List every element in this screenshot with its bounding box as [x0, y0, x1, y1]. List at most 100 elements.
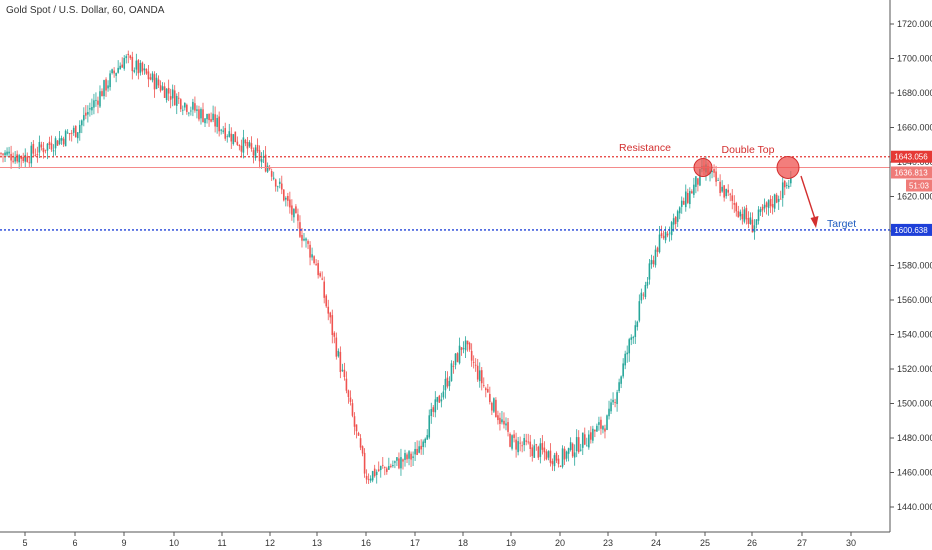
- candle-down: [240, 145, 243, 152]
- candle-up: [99, 91, 101, 107]
- candle-down: [307, 241, 309, 244]
- candle-down: [460, 347, 463, 351]
- candle-up: [680, 200, 683, 207]
- candle-down: [507, 422, 509, 432]
- candle-down: [169, 96, 172, 100]
- candle-down: [571, 443, 574, 457]
- candle-up: [4, 152, 6, 156]
- candle-up: [672, 218, 675, 225]
- candle-up: [204, 118, 206, 124]
- candle-down: [121, 64, 123, 68]
- candle-up: [87, 111, 89, 115]
- x-tick-label: 9: [121, 538, 126, 548]
- candle-down: [727, 189, 729, 193]
- first-top-marker[interactable]: [693, 157, 713, 177]
- candle-down: [268, 167, 271, 170]
- candle-up: [76, 132, 79, 139]
- candle-down: [50, 143, 53, 150]
- candle-up: [371, 471, 374, 481]
- candle-up: [30, 145, 33, 164]
- candle-down: [317, 263, 319, 276]
- candle-down: [252, 150, 255, 156]
- candle-up: [547, 451, 550, 458]
- candle-up: [379, 466, 382, 471]
- candle-down: [735, 203, 738, 212]
- candle-up: [182, 109, 184, 111]
- candle-up: [388, 466, 390, 470]
- candle-up: [165, 88, 168, 101]
- candle-down: [656, 247, 659, 252]
- candle-down: [519, 442, 521, 444]
- candle-up: [305, 238, 307, 241]
- candle-down: [761, 206, 764, 211]
- candle-down: [321, 278, 323, 280]
- candle-up: [123, 58, 126, 69]
- candle-down: [497, 415, 499, 421]
- candle-up: [18, 155, 20, 163]
- candle-down: [557, 458, 560, 465]
- candle-down: [489, 393, 491, 403]
- candle-up: [293, 208, 295, 218]
- x-tick-label: 30: [846, 538, 856, 548]
- candle-down: [666, 233, 669, 236]
- candle-down: [723, 185, 725, 198]
- candle-down: [56, 140, 59, 146]
- candle-up: [648, 263, 651, 280]
- candle-up: [272, 177, 275, 179]
- candle-down: [12, 160, 14, 162]
- candle-down: [482, 385, 485, 386]
- candle-down: [583, 434, 586, 445]
- x-tick-label: 18: [458, 538, 468, 548]
- candle-up: [646, 281, 649, 286]
- candle-up: [608, 408, 610, 417]
- candle-up: [418, 446, 420, 453]
- second-top-marker[interactable]: [776, 155, 800, 179]
- candle-down: [551, 461, 554, 465]
- candle-up: [788, 185, 790, 188]
- candle-down: [297, 214, 299, 221]
- candle-up: [337, 350, 340, 357]
- candle-down: [390, 465, 392, 467]
- candle-down: [351, 403, 354, 416]
- candle-down: [236, 141, 239, 145]
- candle-up: [569, 442, 572, 450]
- candle-down: [137, 60, 140, 74]
- time-axis: 5 6 9 10 11 12 13 16 17 18 19 20 23 24 25 26 27 30: [22, 532, 856, 548]
- candle-down: [349, 397, 352, 402]
- candle-down: [381, 464, 384, 466]
- candle-up: [143, 68, 146, 71]
- candle-up: [175, 95, 178, 106]
- candle-up: [6, 151, 8, 155]
- candle-up: [426, 435, 429, 440]
- candle-up: [567, 448, 570, 454]
- candle-up: [428, 415, 431, 438]
- candle-up: [636, 321, 639, 327]
- candle-down: [347, 390, 350, 398]
- candle-up: [501, 419, 503, 423]
- candle-up: [763, 204, 766, 209]
- candle-down: [198, 109, 200, 120]
- candle-down: [62, 138, 65, 145]
- candle-down: [775, 194, 778, 203]
- x-tick-label: 24: [651, 538, 661, 548]
- candle-down: [363, 452, 366, 474]
- candle-down: [682, 200, 685, 205]
- candle-down: [113, 70, 115, 74]
- candle-up: [64, 130, 67, 147]
- candle-down: [157, 79, 160, 86]
- candle-up: [505, 423, 507, 426]
- candle-up: [430, 409, 433, 417]
- candle-down: [600, 419, 602, 429]
- candle-down: [274, 179, 277, 187]
- candle-up: [66, 132, 69, 134]
- candle-down: [410, 453, 412, 460]
- candle-up: [458, 345, 461, 364]
- candle-up: [91, 106, 93, 111]
- candle-up: [628, 339, 631, 354]
- candle-up: [755, 219, 758, 225]
- candle-up: [699, 168, 701, 186]
- candle-up: [216, 118, 218, 127]
- candle-up: [171, 89, 174, 99]
- candle-up: [689, 191, 691, 205]
